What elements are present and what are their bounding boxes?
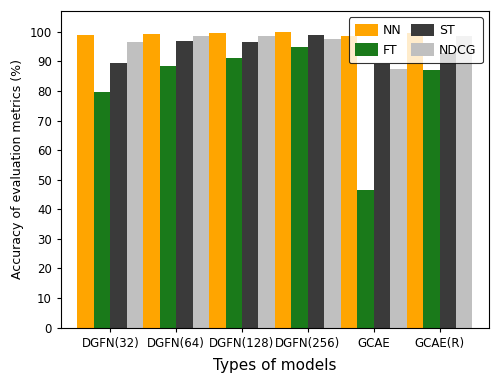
Bar (143, 34, 160, 328)
Bar (292, 46, 308, 328)
Bar (242, 42, 258, 328)
Bar (209, 33, 226, 328)
Bar (78, 35, 94, 328)
Bar (406, 33, 423, 328)
Legend: NN, FT, ST, NDCG: NN, FT, ST, NDCG (349, 17, 482, 63)
Bar (456, 36, 472, 328)
Bar (94, 93, 110, 328)
Bar (390, 69, 406, 328)
Bar (226, 58, 242, 328)
Bar (357, 190, 374, 328)
X-axis label: Types of models: Types of models (213, 358, 336, 373)
Bar (127, 42, 143, 328)
Bar (374, 65, 390, 328)
Bar (341, 36, 357, 328)
Bar (110, 63, 127, 328)
Bar (423, 70, 440, 328)
Bar (176, 41, 192, 328)
Bar (275, 32, 291, 328)
Bar (324, 39, 341, 328)
Y-axis label: Accuracy of evaluation metrics (%): Accuracy of evaluation metrics (%) (11, 59, 24, 279)
Bar (308, 35, 324, 328)
Bar (258, 36, 275, 328)
Bar (160, 66, 176, 328)
Bar (192, 36, 209, 328)
Bar (440, 53, 456, 328)
